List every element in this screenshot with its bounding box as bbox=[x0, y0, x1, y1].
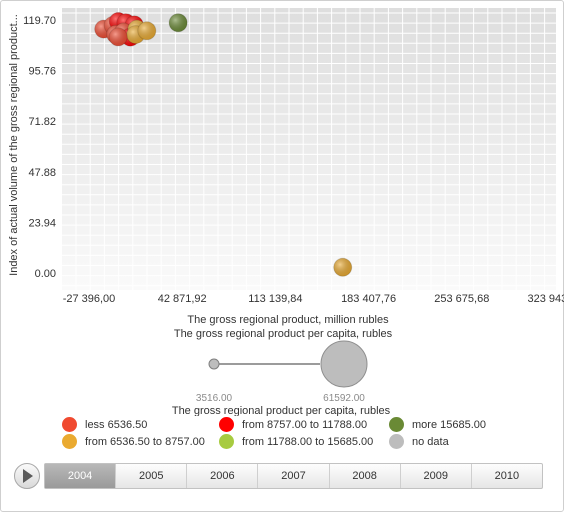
legend-label: from 6536.50 to 8757.00 bbox=[85, 435, 205, 448]
play-icon[interactable] bbox=[14, 463, 40, 489]
legend-swatch-icon bbox=[62, 417, 77, 432]
scatter-point[interactable] bbox=[168, 13, 188, 33]
y-tick-label: 119.70 bbox=[23, 15, 56, 27]
legend-item-6536-8757[interactable]: from 6536.50 to 8757.00 bbox=[62, 434, 205, 449]
x-tick-label: 323 943,60 bbox=[527, 293, 564, 305]
legend-swatch-icon bbox=[219, 417, 234, 432]
y-tick-label: 71.82 bbox=[28, 116, 56, 128]
legend-item-8757-11788[interactable]: from 8757.00 to 11788.00 bbox=[219, 417, 367, 432]
scatter-chart: 0.00 23.94 47.88 71.82 95.76 119.70 -27 396,0… bbox=[8, 8, 564, 416]
legend-item-no-data[interactable]: no data bbox=[389, 434, 449, 449]
x-tick-label: 183 407,76 bbox=[341, 293, 396, 305]
x-tick-label: 42 871,92 bbox=[158, 293, 207, 305]
scatter-points bbox=[94, 11, 353, 277]
scatter-point-shade bbox=[333, 258, 352, 277]
plot-background bbox=[62, 8, 556, 290]
scatter-point-shade bbox=[137, 21, 156, 40]
legend-label: less 6536.50 bbox=[85, 418, 148, 431]
year-tab[interactable]: 2007 bbox=[258, 464, 330, 488]
scatter-point[interactable] bbox=[137, 21, 157, 41]
x-tick-label: 253 675,68 bbox=[434, 293, 489, 305]
y-axis-ticks: 0.00 23.94 47.88 71.82 95.76 119.70 bbox=[23, 15, 56, 280]
year-tab[interactable]: 2004 bbox=[45, 464, 117, 488]
size-legend-title-top: The gross regional product per capita, r… bbox=[174, 328, 393, 340]
legend-swatch-icon bbox=[389, 417, 404, 432]
x-tick-label: -27 396,00 bbox=[63, 293, 116, 305]
year-selector: 2004 2005 2006 2007 2008 2009 2010 bbox=[44, 463, 543, 489]
scatter-point[interactable] bbox=[108, 27, 128, 47]
size-legend-min-label: 3516.00 bbox=[196, 393, 233, 404]
legend-item-11788-15685[interactable]: from 11788.00 to 15685.00 bbox=[219, 434, 373, 449]
scatter-point[interactable] bbox=[333, 257, 353, 277]
year-timeline: 2004 2005 2006 2007 2008 2009 2010 bbox=[14, 462, 544, 490]
legend-item-less-6536[interactable]: less 6536.50 bbox=[62, 417, 147, 432]
legend-item-more-15685[interactable]: more 15685.00 bbox=[389, 417, 486, 432]
size-legend-max-bubble bbox=[320, 340, 368, 388]
x-axis-ticks: -27 396,00 42 871,92 113 139,84 183 407,76 2… bbox=[63, 293, 564, 305]
legend-label: more 15685.00 bbox=[412, 418, 486, 431]
size-legend-max-label: 61592.00 bbox=[323, 393, 365, 404]
legend-label: no data bbox=[412, 435, 449, 448]
size-legend-title: The gross regional product per capita, r… bbox=[172, 405, 391, 416]
size-legend-min-bubble bbox=[208, 358, 220, 370]
year-tab[interactable]: 2005 bbox=[116, 464, 188, 488]
legend-swatch-icon bbox=[62, 434, 77, 449]
year-tab[interactable]: 2008 bbox=[330, 464, 401, 488]
year-tab[interactable]: 2006 bbox=[187, 464, 259, 488]
legend-label: from 8757.00 to 11788.00 bbox=[242, 418, 368, 431]
x-axis-title: The gross regional product, million rubl… bbox=[187, 314, 389, 326]
size-legend: 3516.00 61592.00 The gross regional prod… bbox=[172, 340, 391, 416]
y-tick-label: 95.76 bbox=[28, 66, 56, 78]
y-tick-label: 23.94 bbox=[28, 217, 56, 229]
year-tab[interactable]: 2009 bbox=[401, 464, 472, 488]
x-tick-label: 113 139,84 bbox=[248, 293, 302, 305]
year-tab[interactable]: 2010 bbox=[494, 470, 520, 482]
legend-swatch-icon bbox=[219, 434, 234, 449]
scatter-point-shade bbox=[169, 13, 188, 32]
legend-swatch-icon bbox=[389, 434, 404, 449]
y-axis-title: Index of actual volume of the gross regi… bbox=[8, 14, 20, 276]
y-tick-label: 0.00 bbox=[35, 268, 56, 280]
grid-lines bbox=[62, 8, 556, 290]
scatter-point-shade bbox=[109, 27, 128, 46]
y-tick-label: 47.88 bbox=[28, 167, 56, 179]
legend-label: from 11788.00 to 15685.00 bbox=[242, 435, 374, 448]
